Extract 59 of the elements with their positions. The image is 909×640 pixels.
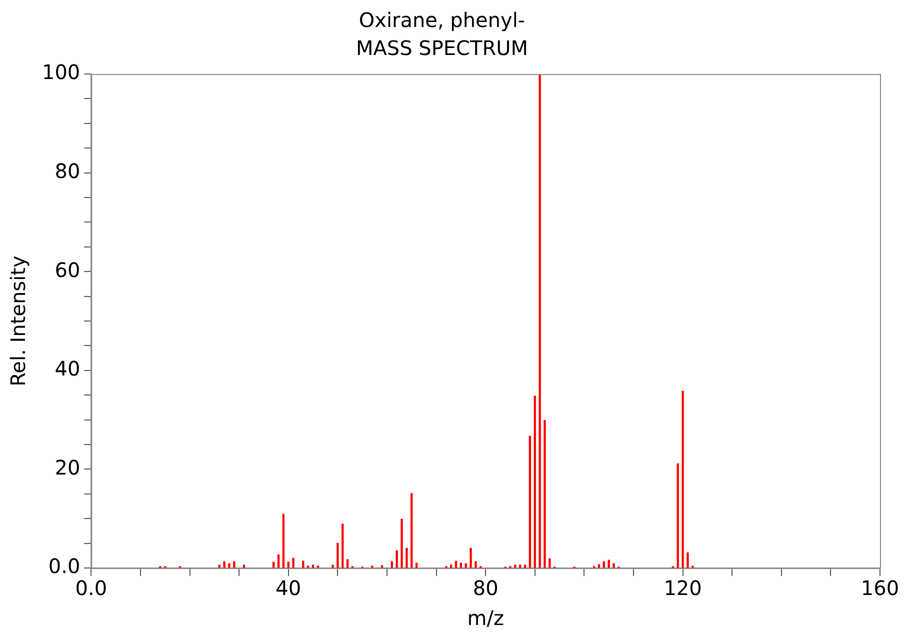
bar xyxy=(602,561,605,568)
chart-subtitle: MASS SPECTRUM xyxy=(356,36,528,60)
bar xyxy=(287,562,290,568)
bar xyxy=(218,564,220,568)
x-tick-label: 40 xyxy=(276,576,302,600)
x-tick-label: 80 xyxy=(472,576,498,600)
bar xyxy=(223,561,226,568)
bar xyxy=(676,463,679,568)
bar xyxy=(396,550,398,568)
chart-title: Oxirane, phenyl- xyxy=(358,8,526,32)
bar xyxy=(464,563,467,568)
bar xyxy=(277,554,280,568)
bar xyxy=(524,564,526,568)
y-tick-label: 40 xyxy=(54,356,80,381)
bar xyxy=(390,561,393,568)
bar xyxy=(228,563,230,568)
bar xyxy=(528,436,532,568)
bar xyxy=(686,552,689,568)
bar xyxy=(514,564,516,568)
bar xyxy=(548,558,551,568)
bar xyxy=(342,524,344,568)
bar xyxy=(406,548,408,568)
bar xyxy=(292,558,294,568)
bar xyxy=(682,390,684,568)
bar xyxy=(474,561,477,568)
bar xyxy=(380,565,384,568)
bar xyxy=(282,514,285,568)
bar xyxy=(400,518,403,568)
bar xyxy=(312,564,314,568)
bar xyxy=(272,562,275,568)
bar xyxy=(415,562,418,568)
bar xyxy=(233,561,236,568)
x-tick-label: 0.0 xyxy=(75,576,108,600)
bar xyxy=(598,564,600,568)
bar xyxy=(534,396,536,568)
bar xyxy=(612,563,615,568)
bar xyxy=(519,564,522,568)
y-tick-label: 100 xyxy=(42,60,80,84)
bar xyxy=(302,560,304,568)
bar xyxy=(242,564,246,568)
bar xyxy=(410,493,413,568)
x-tick-label: 160 xyxy=(860,576,900,600)
bar xyxy=(332,564,334,568)
bar xyxy=(336,542,339,568)
bar xyxy=(460,562,462,568)
y-axis-title: Rel. Intensity xyxy=(6,256,30,386)
bar xyxy=(544,420,546,568)
y-tick-label: 60 xyxy=(54,258,80,282)
y-tick-label: 0.0 xyxy=(48,554,80,578)
x-axis-title: m/z xyxy=(467,606,504,630)
bar xyxy=(346,559,349,568)
bar xyxy=(450,564,452,568)
bar xyxy=(454,560,458,568)
y-tick-label: 80 xyxy=(54,159,80,184)
bar xyxy=(608,560,610,568)
bar xyxy=(470,548,472,568)
bar xyxy=(538,74,541,568)
y-tick-label: 20 xyxy=(54,455,80,480)
x-tick-label: 120 xyxy=(664,576,702,600)
